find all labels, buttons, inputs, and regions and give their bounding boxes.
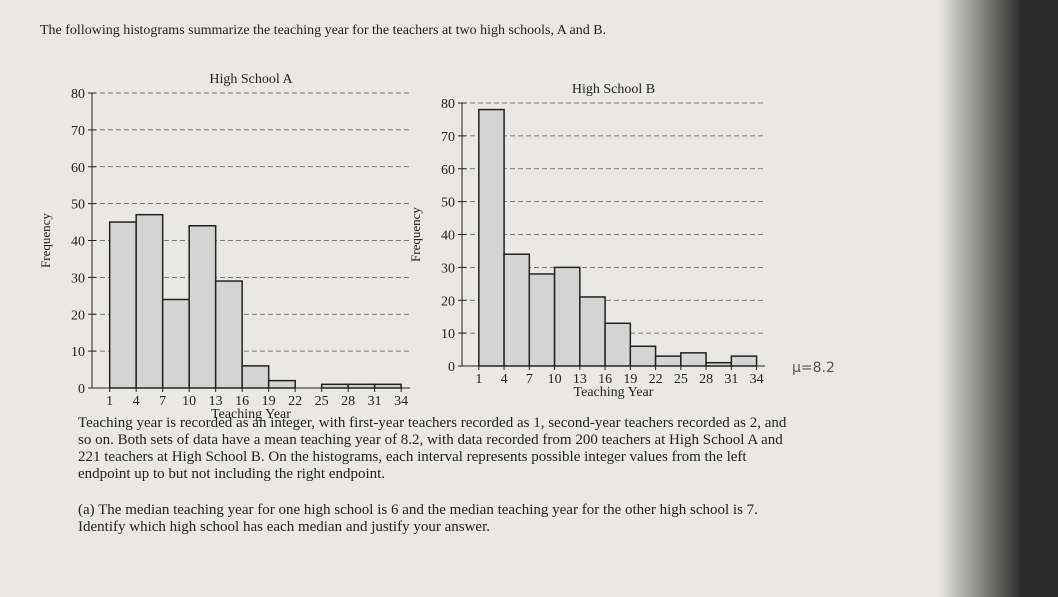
y-tick-label: 60: [71, 161, 85, 176]
y-tick-label: 10: [441, 327, 455, 342]
y-tick-label: 80: [441, 97, 455, 112]
x-tick-label: 19: [262, 394, 276, 409]
y-tick-label: 0: [448, 360, 455, 375]
x-tick-label: 13: [209, 394, 223, 409]
y-tick-label: 0: [78, 382, 85, 397]
x-tick-label: 31: [724, 372, 738, 387]
header: The following histograms summarize the t…: [40, 23, 607, 38]
annotation: μ=8.2: [792, 360, 835, 376]
bar: [503, 253, 531, 367]
y-tick-label: 30: [441, 261, 455, 276]
x-tick-label: 4: [133, 394, 140, 409]
bar: [214, 280, 243, 389]
y-tick-label: 20: [441, 294, 455, 309]
paragraph: Teaching year is recorded as an integer,…: [78, 415, 787, 482]
y-tick-label: 10: [71, 345, 85, 360]
y-tick-label: 50: [441, 196, 455, 211]
bar: [528, 273, 556, 367]
x-tick-label: 25: [674, 372, 688, 387]
bar: [629, 345, 657, 367]
x-tick-label: 34: [750, 372, 764, 387]
bar: [654, 355, 682, 367]
x-tick-label: 34: [394, 394, 408, 409]
bar: [680, 352, 707, 367]
x-tick-label: 1: [475, 372, 482, 387]
y-tick-label: 30: [71, 271, 85, 286]
bar: [241, 365, 270, 389]
bar: [579, 296, 606, 367]
x-axis-label: Teaching Year: [211, 407, 291, 422]
x-tick-label: 22: [649, 372, 663, 387]
bar: [135, 213, 164, 389]
x-tick-label: 16: [598, 372, 612, 387]
bar: [705, 361, 733, 367]
bar: [320, 383, 349, 389]
x-tick-label: 16: [235, 394, 249, 409]
x-tick-label: 19: [623, 372, 637, 387]
bar: [478, 108, 505, 367]
y-tick-label: 40: [71, 235, 85, 250]
y-tick-label: 70: [71, 124, 85, 139]
x-tick-label: 31: [368, 394, 382, 409]
y-tick-label: 40: [441, 229, 455, 244]
x-tick-label: 10: [548, 372, 562, 387]
bar: [347, 383, 376, 389]
bar: [553, 266, 581, 367]
x-tick-label: 28: [341, 394, 355, 409]
shadow: [938, 0, 1058, 597]
x-tick-label: 10: [182, 394, 196, 409]
bar: [188, 225, 217, 389]
bar: [161, 298, 190, 389]
x-tick-label: 7: [159, 394, 166, 409]
bar: [604, 322, 632, 367]
y-tick-label: 20: [71, 308, 85, 323]
chart-title: High School B: [572, 82, 655, 97]
x-tick-label: 1: [106, 394, 113, 409]
y-tick-label: 60: [441, 163, 455, 178]
question: (a) The median teaching year for one hig…: [78, 502, 758, 535]
y-tick-label: 80: [71, 87, 85, 102]
x-tick-label: 7: [526, 372, 533, 387]
y-tick-label: 70: [441, 130, 455, 145]
y-axis-label: Frequency: [38, 213, 53, 268]
bar: [373, 383, 402, 389]
x-tick-label: 4: [501, 372, 508, 387]
y-axis-label: Frequency: [408, 207, 423, 262]
chart-title: High School A: [209, 72, 293, 87]
bar: [267, 379, 296, 389]
x-tick-label: 28: [699, 372, 713, 387]
x-tick-label: 13: [573, 372, 587, 387]
bar: [108, 221, 137, 389]
x-axis-label: Teaching Year: [574, 385, 654, 400]
y-tick-label: 50: [71, 198, 85, 213]
bar: [730, 355, 758, 367]
x-tick-label: 22: [288, 394, 302, 409]
x-tick-label: 25: [315, 394, 329, 409]
